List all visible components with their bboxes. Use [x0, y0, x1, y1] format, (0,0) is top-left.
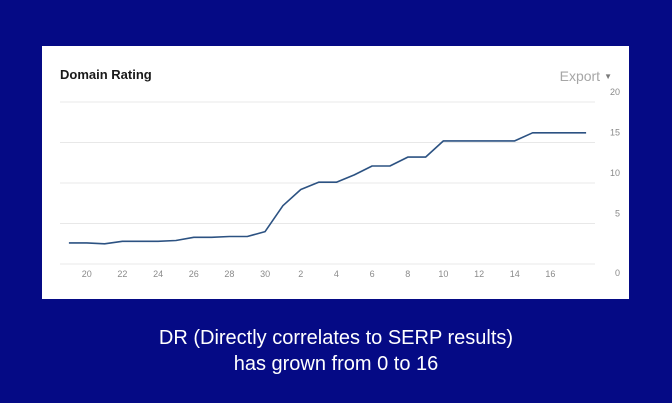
- x-tick-label: 30: [260, 269, 270, 279]
- y-tick-label: 10: [610, 168, 620, 178]
- x-tick-label: 24: [153, 269, 163, 279]
- series-line-domain-rating: [68, 132, 587, 245]
- card-title: Domain Rating: [60, 67, 152, 82]
- x-tick-label: 4: [334, 269, 339, 279]
- caption-line-1: DR (Directly correlates to SERP results): [158, 327, 514, 349]
- x-tick-label: 22: [117, 269, 127, 279]
- export-label: Export: [559, 68, 601, 84]
- x-tick-label: 2: [298, 269, 303, 279]
- y-tick-label: 5: [615, 209, 620, 219]
- x-tick-label: 10: [438, 269, 448, 279]
- y-tick-label: 0: [615, 268, 620, 278]
- x-tick-label: 16: [545, 269, 555, 279]
- domain-rating-card: Domain Rating Export ▼ 20 15 10 5 0 20 22 24 26 2…: [42, 46, 629, 299]
- caption-line-2: has grown from 0 to 16: [233, 353, 439, 375]
- x-tick-label: 8: [405, 269, 410, 279]
- x-tick-label: 20: [82, 269, 92, 279]
- x-tick-label: 14: [510, 269, 520, 279]
- export-button[interactable]: Export ▼: [560, 68, 612, 84]
- chevron-down-icon: ▼: [604, 71, 612, 81]
- x-tick-label: 26: [189, 269, 199, 279]
- x-tick-label: 12: [474, 269, 484, 279]
- caption: DR (Directly correlates to SERP results)…: [0, 325, 672, 377]
- y-tick-label: 15: [610, 128, 620, 138]
- x-tick-label: 6: [370, 269, 375, 279]
- x-tick-label: 28: [224, 269, 234, 279]
- y-tick-label: 20: [610, 87, 620, 97]
